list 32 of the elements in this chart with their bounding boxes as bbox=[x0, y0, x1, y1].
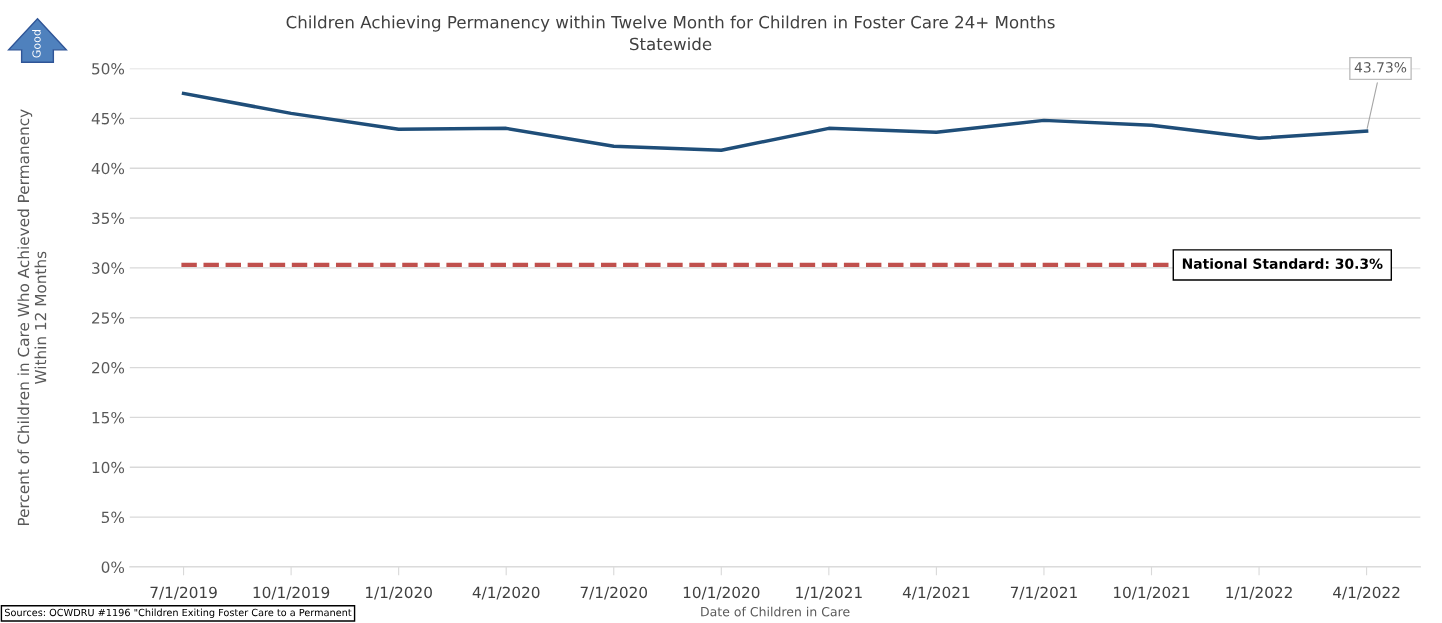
text: Good bbox=[32, 29, 41, 58]
data-label: 43.73% bbox=[1354, 62, 1407, 73]
y-tick-label: 45% bbox=[91, 112, 125, 125]
x-tick-label: 7/1/2020 bbox=[580, 586, 648, 600]
x-tick-label: 7/1/2019 bbox=[150, 586, 217, 600]
y-tick-label: 10% bbox=[92, 461, 125, 474]
source-note: Sources: OCWDRU #1196 "Children Exiting Foster Care to a Permanent bbox=[4, 608, 352, 619]
x-tick-label: 4/1/2022 bbox=[1333, 586, 1400, 600]
x-tick-label: 1/1/2021 bbox=[796, 586, 862, 600]
y-tick-label: 25% bbox=[92, 312, 125, 324]
x-tick-label: 1/1/2022 bbox=[1226, 586, 1292, 600]
x-tick-label: 10/1/2020 bbox=[683, 586, 760, 600]
y-tick-label: 50% bbox=[92, 63, 125, 75]
x-tick-label: 4/1/2021 bbox=[902, 586, 970, 600]
x-axis-title: Date of Children in Care bbox=[701, 606, 850, 617]
y-tick-label: 30% bbox=[92, 262, 125, 274]
chart-title: Children Achieving Permanency within Twelve Month for Children in Foster Care 24+ Months bbox=[286, 15, 1055, 32]
chart-subtitle: Statewide bbox=[630, 37, 712, 51]
y-tick-label: 35% bbox=[92, 212, 125, 225]
x-tick-label: 4/1/2020 bbox=[472, 586, 540, 600]
x-tick-label: 1/1/2020 bbox=[366, 586, 432, 600]
y-axis-title: Percent of Children in Care Who Achieved Permanency Within 12 Months bbox=[17, 109, 47, 526]
y-tick-label: 40% bbox=[91, 162, 125, 175]
x-tick-label: 10/1/2021 bbox=[1114, 586, 1190, 600]
y-tick-label: 15% bbox=[92, 411, 125, 424]
y-tick-label: 5% bbox=[101, 511, 125, 524]
x-tick-label: 10/1/2019 bbox=[253, 586, 330, 600]
x-tick-label: 7/1/2021 bbox=[1010, 586, 1077, 600]
line-series bbox=[181, 91, 1369, 153]
y-tick-label: 0% bbox=[101, 561, 125, 573]
ref-line-label: National Standard: 30.3% bbox=[1182, 258, 1383, 269]
y-tick-label: 20% bbox=[92, 362, 125, 374]
